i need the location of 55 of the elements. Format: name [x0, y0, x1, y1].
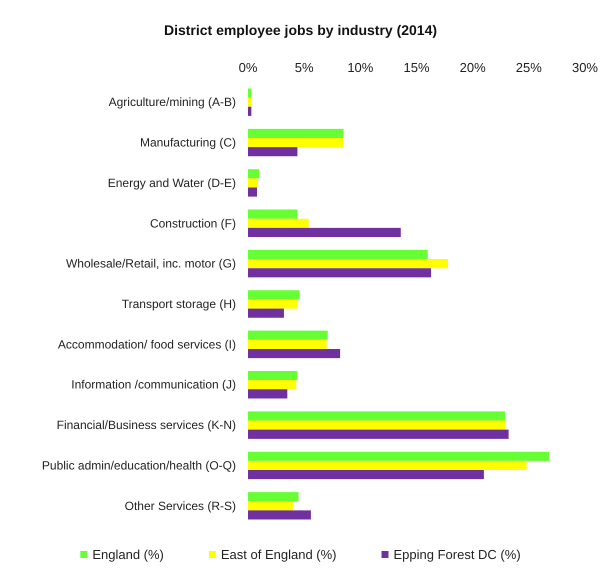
bar	[248, 228, 401, 237]
bar	[248, 268, 432, 278]
x-tick-label: 5%	[294, 60, 314, 75]
x-tick-label: 30%	[572, 60, 598, 75]
bar	[248, 250, 428, 260]
y-tick-label: Energy and Water (D-E)	[108, 176, 236, 190]
bar	[248, 88, 252, 98]
y-tick-label: Information /communication (J)	[71, 378, 236, 392]
bar	[248, 492, 299, 502]
bar	[248, 218, 309, 228]
y-tick-label: Public admin/education/health (O-Q)	[42, 458, 236, 472]
bar	[248, 470, 484, 480]
y-tick-label: Accommodation/ food services (I)	[58, 337, 236, 352]
bar	[248, 187, 257, 197]
bar	[248, 169, 260, 178]
legend-label: Epping Forest DC (%)	[394, 547, 521, 562]
bar	[248, 98, 252, 107]
bar	[248, 452, 550, 461]
bar	[248, 389, 288, 398]
bar	[248, 290, 300, 300]
bar	[248, 330, 328, 340]
bar	[248, 138, 344, 148]
y-tick-label: Manufacturing (C)	[140, 136, 236, 150]
bar	[248, 178, 258, 188]
bar	[248, 308, 284, 318]
x-tick-label: 20%	[460, 60, 486, 75]
x-tick-label: 10%	[347, 60, 374, 75]
x-tick-label: 0%	[238, 60, 258, 75]
y-tick-label: Financial/Business services (K-N)	[56, 418, 236, 432]
bar	[248, 259, 448, 268]
legend-label: East of England (%)	[220, 547, 337, 562]
y-tick-label: Construction (F)	[150, 216, 236, 230]
chart-title: District employee jobs by industry (2014)	[164, 22, 438, 38]
bar	[248, 371, 298, 380]
x-tick-label: 15%	[403, 60, 430, 75]
bar	[248, 510, 311, 520]
y-tick-label: Other Services (R-S)	[124, 498, 236, 513]
y-tick-label: Transport storage (H)	[122, 297, 236, 311]
bar	[248, 380, 296, 390]
bar	[248, 128, 344, 138]
bar	[248, 147, 298, 156]
y-tick-label: Agriculture/mining (A-B)	[108, 95, 236, 110]
x-tick-label: 25%	[516, 60, 542, 75]
bar	[248, 210, 298, 219]
bar	[248, 430, 509, 439]
bar	[248, 420, 506, 430]
bar	[248, 106, 252, 116]
bar	[248, 340, 327, 349]
legend-label: England (%)	[92, 547, 164, 562]
bar	[248, 411, 506, 421]
bar	[248, 299, 298, 309]
bar	[248, 348, 340, 358]
bar	[248, 501, 293, 510]
bar	[248, 460, 527, 470]
y-tick-label: Wholesale/Retail, inc. motor (G)	[66, 256, 236, 271]
